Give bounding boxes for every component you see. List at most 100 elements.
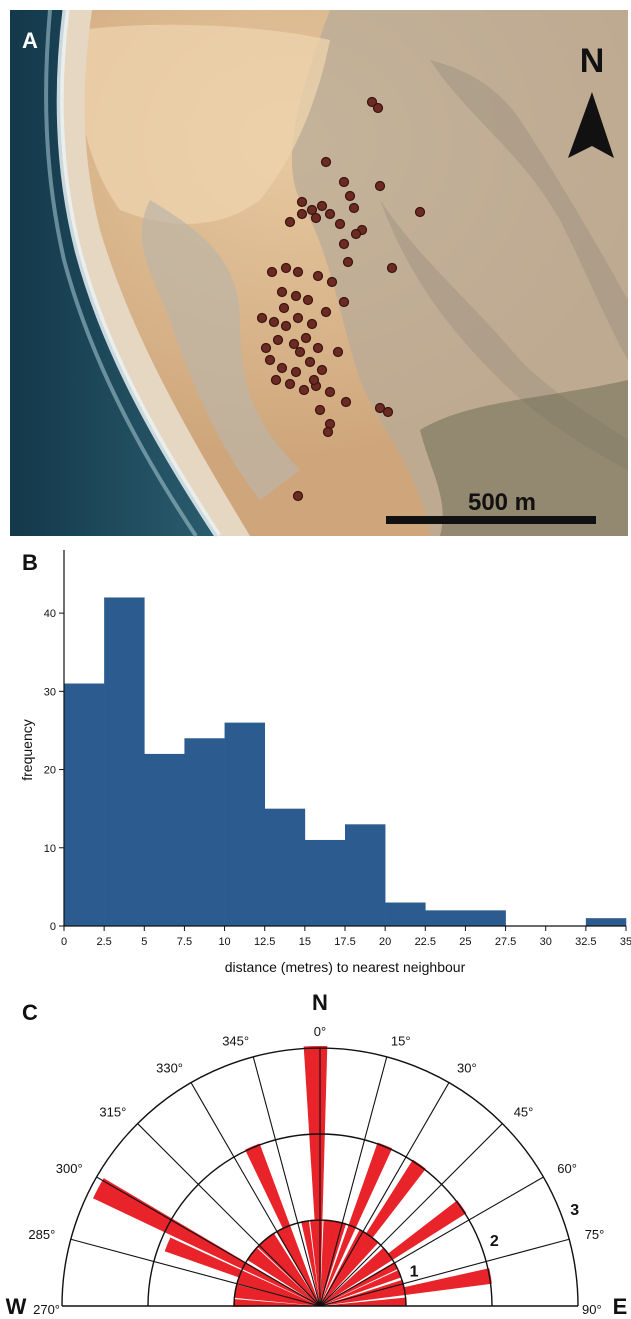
site-marker bbox=[344, 190, 356, 202]
x-tick-label: 27.5 bbox=[495, 936, 516, 948]
rose-petal bbox=[267, 1232, 320, 1306]
scale-bar bbox=[386, 516, 596, 524]
rose-petal bbox=[320, 1237, 379, 1306]
rose-diagram-panel: C 270° 285° 300° 315° 330° 345° 0° 15° 30° 45° 60°… bbox=[0, 980, 631, 1319]
panel-letter-a: A bbox=[22, 28, 38, 53]
rose-angle-labels: 270° 285° 300° 315° 330° 345° 0° 15° 30° 45° 60° 75… bbox=[28, 1024, 605, 1317]
x-tick-label: 22.5 bbox=[415, 936, 436, 948]
rose-angle-label: 15° bbox=[391, 1033, 411, 1048]
rose-spoke bbox=[96, 1176, 321, 1307]
sand-plain bbox=[77, 24, 330, 224]
x-tick-label: 32.5 bbox=[575, 936, 596, 948]
site-marker bbox=[374, 402, 386, 414]
histogram-bar bbox=[304, 839, 346, 926]
site-marker bbox=[320, 306, 332, 318]
rose-grid bbox=[61, 1047, 579, 1307]
surf-line bbox=[56, 9, 221, 538]
rose-spoke bbox=[252, 1056, 321, 1307]
site-marker bbox=[348, 202, 360, 214]
site-marker bbox=[414, 206, 426, 218]
site-marker bbox=[276, 362, 288, 374]
site-marker bbox=[284, 216, 296, 228]
site-marker bbox=[334, 218, 346, 230]
y-tick-label: 30 bbox=[44, 686, 56, 698]
site-marker bbox=[280, 262, 292, 274]
x-tick-label: 10 bbox=[218, 936, 230, 948]
site-marker bbox=[288, 338, 300, 350]
site-marker bbox=[268, 316, 280, 328]
site-marker bbox=[296, 208, 308, 220]
histogram-bar bbox=[385, 902, 426, 926]
rose-spoke bbox=[70, 1238, 321, 1307]
valley-floor bbox=[420, 380, 628, 536]
rose-petals bbox=[93, 1045, 492, 1307]
site-marker bbox=[284, 378, 296, 390]
rose-spoke bbox=[319, 1082, 450, 1307]
site-marker bbox=[374, 180, 386, 192]
site-marker bbox=[324, 208, 336, 220]
x-tick-label: 35 bbox=[620, 936, 631, 948]
rose-angle-label: 300° bbox=[56, 1161, 83, 1176]
x-axis-label: distance (metres) to nearest neighbour bbox=[225, 959, 466, 975]
site-marker bbox=[302, 294, 314, 306]
rose-angle-label: 45° bbox=[514, 1104, 534, 1119]
rose-angle-label: 345° bbox=[222, 1033, 249, 1048]
rose-spoke bbox=[137, 1123, 321, 1307]
site-marker bbox=[324, 386, 336, 398]
y-tick-label: 20 bbox=[44, 765, 56, 777]
rose-angle-label: 330° bbox=[156, 1061, 183, 1076]
site-marker bbox=[314, 404, 326, 416]
rose-angle-label: 75° bbox=[585, 1227, 605, 1242]
north-label: N bbox=[580, 42, 605, 80]
site-marker bbox=[260, 342, 272, 354]
site-marker bbox=[320, 156, 332, 168]
rose-petal bbox=[320, 1142, 393, 1306]
ocean bbox=[10, 10, 218, 536]
site-marker bbox=[322, 426, 334, 438]
site-marker bbox=[382, 406, 394, 418]
rose-angle-label: 90° bbox=[582, 1302, 602, 1314]
satellite-map-panel: A N 500 m bbox=[0, 0, 631, 540]
site-marker bbox=[290, 366, 302, 378]
rose-angle-label: 315° bbox=[99, 1104, 126, 1119]
x-tick-label: 30 bbox=[540, 936, 552, 948]
site-marker bbox=[276, 286, 288, 298]
site-marker bbox=[256, 312, 268, 324]
site-marker bbox=[266, 266, 278, 278]
site-marker bbox=[310, 212, 322, 224]
x-tick-label: 12.5 bbox=[254, 936, 275, 948]
site-marker bbox=[278, 302, 290, 314]
rose-angle-label: 60° bbox=[557, 1161, 577, 1176]
rose-petal bbox=[261, 1237, 320, 1306]
rose-ring-label: 2 bbox=[490, 1233, 499, 1250]
rose-petal bbox=[320, 1269, 402, 1306]
histogram-panel: B 0 10 20 30 40 0 2.5 5 7.5 10 12.5 15 17.5 20 22.5 25… bbox=[0, 540, 631, 980]
site-marker bbox=[338, 176, 350, 188]
site-marker bbox=[366, 96, 378, 108]
satellite-map: A N 500 m bbox=[10, 9, 628, 538]
gravel-bank bbox=[141, 200, 300, 500]
histogram-chart: B 0 10 20 30 40 0 2.5 5 7.5 10 12.5 15 17.5 20 22.5 25… bbox=[19, 550, 631, 975]
site-marker bbox=[290, 290, 302, 302]
rose-angle-label: 0° bbox=[314, 1024, 326, 1039]
histogram-bar bbox=[345, 824, 386, 926]
rose-spoke bbox=[319, 1056, 388, 1307]
rose-petal bbox=[93, 1178, 320, 1306]
y-axis-label: frequency bbox=[19, 719, 35, 780]
x-tick-label: 0 bbox=[61, 936, 67, 948]
site-marker bbox=[264, 354, 276, 366]
x-tick-label: 20 bbox=[379, 936, 391, 948]
site-markers bbox=[256, 96, 426, 502]
rose-north-label: N bbox=[312, 990, 328, 1015]
rose-west-label: W bbox=[6, 1294, 27, 1314]
site-marker bbox=[316, 200, 328, 212]
panel-letter-c: C bbox=[22, 1000, 38, 1025]
rose-petal bbox=[164, 1237, 320, 1306]
site-marker bbox=[306, 204, 318, 216]
site-marker bbox=[332, 346, 344, 358]
y-tick-label: 40 bbox=[44, 608, 56, 620]
rose-petal bbox=[320, 1200, 467, 1306]
rose-petal bbox=[320, 1297, 407, 1306]
site-marker bbox=[280, 320, 292, 332]
site-marker bbox=[294, 346, 306, 358]
